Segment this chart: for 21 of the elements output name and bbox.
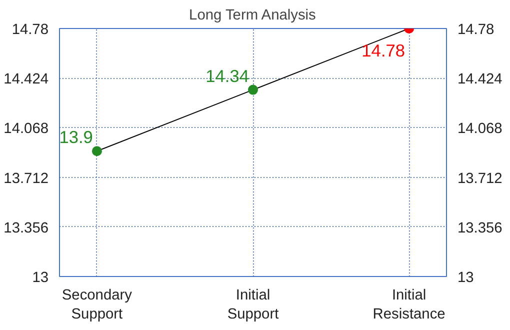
x-tick-label: Initial Support (227, 288, 279, 323)
y2-tick-label: 14.424 (458, 72, 502, 88)
y-tick-label: 13.712 (4, 170, 48, 187)
y2-tick-label: 13.712 (458, 170, 502, 187)
y2-tick-label: 14.78 (458, 22, 494, 38)
y-tick-label: 13.356 (4, 220, 48, 236)
y2-tick-label: 13 (458, 270, 474, 286)
chart-title: Long Term Analysis (189, 8, 316, 24)
point (92, 146, 102, 156)
x-tick-label: Secondary Support (62, 288, 133, 323)
y2-tick-label: 13.356 (458, 220, 502, 236)
x-tick-label: Initial Resistance (372, 288, 446, 323)
data-label: 14.34 (206, 66, 250, 86)
y-tick-label: 14.068 (4, 121, 48, 138)
data-label: 13.9 (59, 127, 93, 148)
y-tick-label: 14.78 (12, 22, 49, 38)
y-tick-label: 14.424 (4, 72, 48, 88)
point (248, 84, 258, 95)
y-tick-label: 13 (32, 270, 49, 286)
y2-tick-label: 14.068 (458, 121, 502, 138)
data-label: 14.78 (362, 40, 406, 60)
